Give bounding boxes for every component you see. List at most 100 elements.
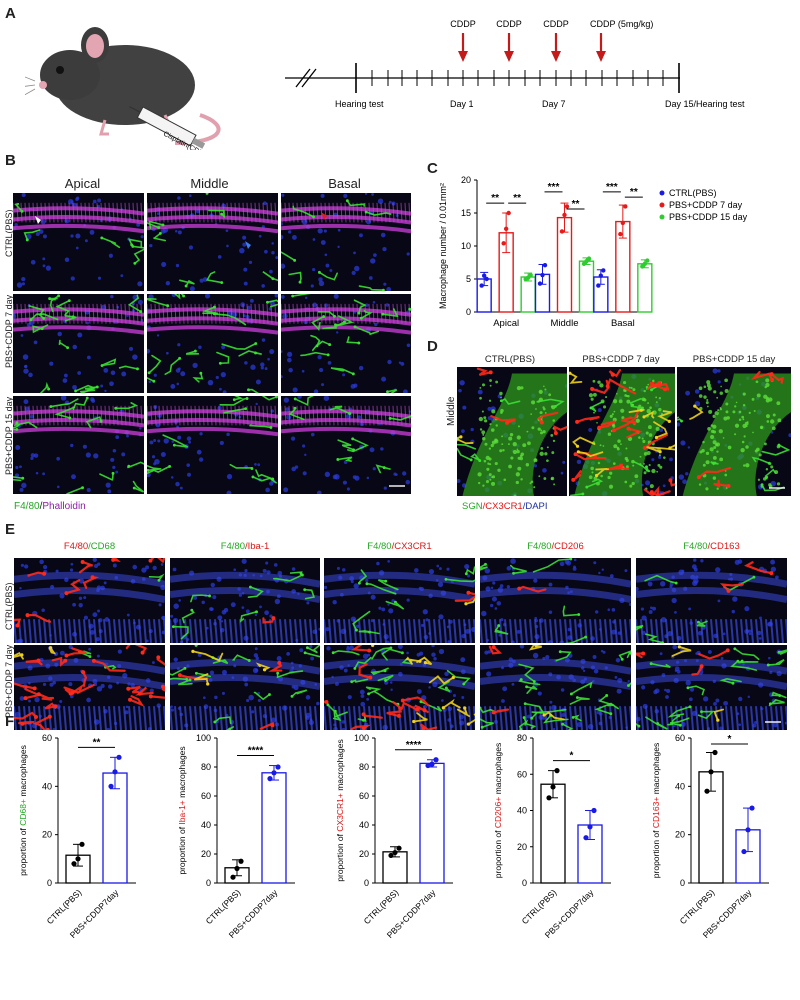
data-point	[234, 865, 240, 872]
panel-label-b: B	[5, 152, 16, 169]
data-point	[528, 272, 533, 278]
data-point	[645, 258, 650, 263]
data-point	[542, 262, 548, 268]
sig-label: **	[572, 199, 580, 210]
e-col-title-3: F4/80/CX3CR1	[324, 541, 475, 552]
data-point	[501, 241, 506, 246]
data-point	[503, 226, 509, 232]
data-point	[704, 788, 710, 794]
y-tick-label: 40	[201, 820, 211, 830]
y-label-marker: CX3CR1+	[335, 793, 345, 832]
y-tick-label: 40	[42, 781, 52, 791]
stain-sgn: SGN	[462, 501, 483, 512]
stain-cx3cr1: /CX3CR1	[482, 501, 523, 512]
x-tick-label: CTRL(PBS)	[678, 887, 717, 926]
data-point	[708, 769, 714, 775]
data-point	[481, 273, 487, 278]
panel-label-c: C	[427, 160, 438, 177]
panel-f-chart-1: 0 20 40 60 proportion of CD68+ macrophages CT…	[18, 733, 136, 940]
syringe-icon	[129, 106, 206, 149]
x-tick-label: CTRL(PBS)	[204, 887, 243, 926]
y-tick-label: 20	[359, 849, 369, 859]
sig-label: ****	[406, 740, 422, 751]
y-tick-label: 60	[675, 733, 685, 743]
data-point	[79, 841, 85, 847]
stain-b: /CD206	[551, 541, 584, 552]
data-point	[587, 824, 593, 830]
e-row-ctrl: CTRL(PBS)	[4, 582, 14, 630]
stain-sep: /	[39, 501, 43, 512]
stain-a: F4/80	[527, 541, 552, 552]
b-micrograph-r3-c2	[147, 396, 278, 494]
y-tick-label: 20	[461, 175, 471, 185]
y-label-post: macrophages	[177, 746, 187, 800]
data-point	[108, 783, 114, 789]
bar	[637, 263, 653, 313]
y-tick-label: 0	[522, 878, 527, 888]
e-micrograph-r1-c3	[324, 558, 475, 643]
sig-label: **	[491, 193, 499, 204]
data-point	[618, 231, 623, 237]
b-stain-legend: F4/80/Phalloidin	[14, 501, 86, 512]
data-point	[540, 272, 545, 278]
annotation-arrow-icon	[321, 212, 327, 220]
data-point	[562, 212, 567, 218]
y-label-post: macrophages	[18, 745, 28, 799]
y-axis-label: proportion of CD206+ macrophages	[493, 743, 503, 878]
data-point	[623, 204, 628, 209]
x-tick-label: Apical	[493, 318, 519, 329]
data-point	[230, 874, 236, 880]
bar	[261, 772, 287, 884]
sig-label: *	[728, 734, 732, 745]
injection-label-2: CDDP	[496, 19, 522, 29]
data-point	[388, 852, 394, 859]
panel-f-chart-4: 0 20 40 60 80 proportion of CD206+ macrophage…	[493, 733, 611, 940]
timeline-label-day1: Day 1	[450, 99, 474, 109]
data-point	[396, 845, 402, 851]
y-tick-label: 15	[461, 208, 471, 218]
y-label-pre: proportion of	[651, 828, 661, 878]
e-micrograph-r2-c2	[170, 645, 320, 730]
timeline-break-icon	[295, 68, 311, 88]
y-label-pre: proportion of	[335, 832, 345, 882]
y-label-marker: CD163+	[651, 797, 661, 828]
legend-marker	[659, 202, 665, 208]
y-tick-label: 20	[517, 842, 527, 852]
x-tick-label: CTRL(PBS)	[520, 887, 559, 926]
d-micrograph-1	[457, 367, 567, 496]
data-point	[601, 268, 606, 273]
timeline-label-day7: Day 7	[542, 99, 566, 109]
y-axis-label: proportion of CX3CR1+ macrophages	[335, 739, 345, 881]
sig-label: ***	[548, 182, 560, 193]
data-point	[271, 770, 277, 776]
sig-label: **	[93, 737, 101, 748]
y-tick-label: 10	[461, 241, 471, 251]
bar	[419, 762, 445, 884]
legend-marker	[659, 190, 665, 196]
y-tick-label: 0	[466, 307, 471, 317]
e-micrograph-r1-c2	[170, 558, 320, 643]
data-point	[425, 762, 431, 769]
data-point	[71, 861, 77, 867]
data-point	[433, 757, 439, 763]
y-axis-label: proportion of CD68+ macrophages	[18, 745, 28, 876]
timeline-ticks	[355, 63, 680, 93]
data-point	[591, 807, 597, 814]
d-stain-legend: SGN/CX3CR1/DAPI	[462, 501, 548, 512]
y-tick-label: 60	[42, 733, 52, 743]
y-tick-label: 0	[206, 878, 211, 888]
e-col-title-2: F4/80/Iba-1	[170, 541, 320, 552]
y-tick-label: 0	[680, 878, 685, 888]
sig-label: **	[513, 193, 521, 204]
sig-label: ****	[248, 746, 264, 757]
injection-arrow-head-icon	[458, 51, 468, 62]
y-tick-label: 20	[675, 830, 685, 840]
b-col-apical: Apical	[64, 176, 101, 191]
stain-f480: F4/80	[14, 501, 40, 512]
b-micrograph-r1-c2	[147, 193, 278, 291]
b-micrograph-r3-c3	[281, 396, 411, 494]
injection-label-3: CDDP	[543, 19, 569, 29]
panel-label-e: E	[5, 521, 16, 538]
b-col-middle: Middle	[190, 176, 229, 191]
data-point	[642, 261, 648, 267]
